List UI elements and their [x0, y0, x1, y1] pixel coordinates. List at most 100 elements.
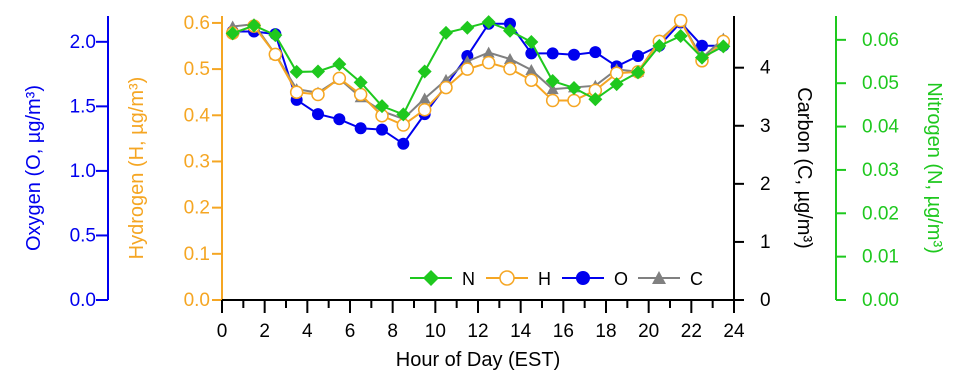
hydrogen-tick-label: 0.3: [184, 151, 210, 172]
series-H-point: [503, 61, 517, 76]
legend-item-N: N: [410, 269, 475, 289]
series-H-point: [311, 87, 325, 102]
series-N-point: [524, 35, 539, 50]
series-N-point: [311, 64, 325, 79]
nitrogen-axis-title: Nitrogen (N, µg/m³): [923, 82, 945, 254]
carbon-axis: 0 1 2 3 4 Carbon (C, µg/m³): [733, 16, 815, 311]
series-N-point: [631, 65, 645, 80]
oxygen-tick-label: 1.0: [70, 161, 96, 182]
oxygen-axis-title: Oxygen (O, µg/m³): [23, 85, 45, 251]
carbon-axis-title: Carbon (C, µg/m³): [793, 87, 815, 249]
series-O-point: [333, 113, 346, 126]
x-tick-label: 0: [217, 321, 228, 342]
series-H-point: [460, 62, 475, 76]
series-N-point: [588, 92, 603, 107]
legend-marker: [499, 270, 515, 286]
series-O-point: [696, 39, 708, 52]
series-H-point: [289, 85, 304, 99]
carbon-tick-label: 3: [760, 116, 771, 137]
oxygen-tick-label: 0.0: [70, 290, 96, 311]
series-N: [225, 15, 731, 122]
series-O-point: [525, 47, 538, 60]
series-H-point: [481, 55, 496, 70]
x-tick-label: 6: [345, 321, 356, 342]
carbon-tick-label: 2: [760, 174, 771, 195]
series-N-point: [247, 18, 261, 33]
oxygen-axis: 0.0 0.5 1.0 1.5 2.0 Oxygen (O, µg/m³): [23, 16, 109, 311]
series-H-point: [332, 71, 347, 86]
series-H-point: [545, 93, 560, 108]
legend-item-H: H: [486, 269, 551, 289]
legend-label: H: [538, 269, 551, 289]
nitrogen-axis: 0.00 0.01 0.02 0.03 0.04 0.05 0.06 Nitrogen (N,…: [835, 16, 945, 311]
series-H-point: [524, 73, 539, 87]
series-O-point: [312, 108, 324, 121]
x-axis-title: Hour of Day (EST): [396, 349, 560, 371]
series-C-point: [482, 46, 495, 58]
legend-label: O: [614, 269, 628, 289]
legend-marker: [652, 271, 666, 284]
legend-label: C: [690, 269, 703, 289]
series-C-point: [525, 64, 538, 76]
nitrogen-tick-label: 0.02: [862, 203, 899, 224]
series-H-point: [353, 87, 368, 102]
x-tick-label: 8: [387, 321, 398, 342]
x-tick-label: 2: [259, 321, 270, 342]
hydrogen-tick-label: 0.0: [184, 290, 210, 311]
nitrogen-tick-label: 0.00: [862, 290, 899, 311]
series-N-point: [353, 75, 368, 90]
hydrogen-tick-label: 0.2: [184, 198, 210, 219]
series-O-point: [354, 122, 367, 135]
series-N-point: [439, 25, 453, 40]
series-H-point: [417, 102, 432, 117]
series-H-point: [673, 13, 688, 28]
series-N-point: [545, 74, 560, 89]
oxygen-tick-label: 1.5: [70, 96, 96, 117]
series-N-point: [268, 28, 283, 43]
series-H-line: [232, 18, 725, 127]
series-N-point: [652, 38, 667, 53]
nitrogen-tick-label: 0.03: [862, 160, 899, 181]
hydrogen-tick-label: 0.5: [184, 59, 210, 80]
series-N-point: [417, 64, 432, 79]
series-C-line: [232, 19, 725, 120]
series-N-point: [673, 28, 688, 43]
series-N-point: [609, 77, 624, 92]
x-tick-label: 18: [595, 321, 616, 342]
nitrogen-tick-label: 0.01: [862, 247, 899, 268]
series-N-point: [503, 23, 517, 38]
series-H-point: [439, 80, 453, 95]
oxygen-tick-label: 0.5: [70, 225, 96, 246]
series-N-point: [289, 64, 304, 79]
oxygen-tick-label: 2.0: [70, 32, 96, 53]
series-O-line: [232, 20, 724, 146]
legend-label: N: [462, 269, 475, 289]
series-C-point: [418, 92, 431, 104]
series-C-point: [546, 83, 559, 95]
series-O: [226, 16, 730, 150]
series-N-point: [460, 20, 475, 35]
x-tick-label: 20: [638, 321, 659, 342]
series-O-point: [632, 50, 644, 63]
x-tick-label: 22: [681, 321, 702, 342]
series-N-point: [225, 26, 240, 41]
carbon-tick-label: 4: [760, 58, 771, 79]
series-O-point: [568, 48, 580, 61]
nitrogen-tick-label: 0.06: [862, 30, 899, 51]
series-N-point: [567, 80, 581, 95]
nitrogen-tick-label: 0.04: [862, 117, 899, 138]
x-tick-label: 10: [425, 321, 446, 342]
legend-item-O: O: [562, 269, 628, 289]
legend-item-C: C: [638, 269, 703, 289]
series-N-point: [396, 107, 411, 122]
hydrogen-tick-label: 0.6: [184, 13, 210, 34]
x-tick-label: 12: [467, 321, 488, 342]
legend-marker: [423, 270, 439, 286]
series-O-point: [397, 137, 410, 150]
x-tick-label: 24: [723, 321, 745, 342]
series-O-point: [589, 46, 602, 59]
x-tick-label: 16: [553, 321, 574, 342]
